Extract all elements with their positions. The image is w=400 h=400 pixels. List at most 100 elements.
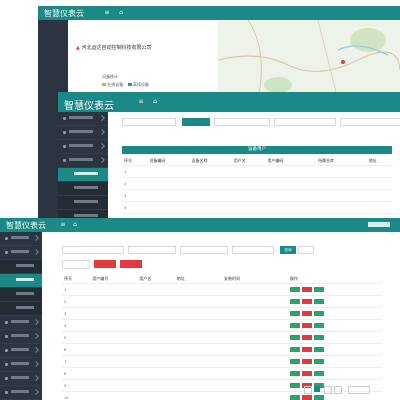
sidebar-item[interactable] bbox=[0, 330, 42, 344]
menu-toggle-icon[interactable]: ≡ bbox=[138, 98, 144, 105]
detail-button[interactable] bbox=[313, 323, 324, 328]
prev-page-button[interactable] bbox=[304, 386, 312, 394]
table-row[interactable]: 2 bbox=[62, 295, 382, 308]
sidebar-subitem[interactable] bbox=[0, 302, 42, 316]
table-cell bbox=[189, 189, 232, 202]
edit-button[interactable] bbox=[289, 323, 300, 328]
menu-toggle-icon[interactable]: ≡ bbox=[60, 221, 66, 228]
filter-input-3[interactable] bbox=[340, 118, 400, 126]
edit-button[interactable] bbox=[289, 383, 300, 388]
delete-button[interactable] bbox=[301, 347, 312, 352]
delete-button[interactable] bbox=[301, 371, 312, 376]
sidebar-item[interactable] bbox=[0, 386, 42, 400]
page-1-button[interactable] bbox=[314, 386, 320, 392]
sidebar-subitem-active[interactable] bbox=[0, 274, 42, 288]
query-button[interactable]: 查询 bbox=[280, 246, 296, 254]
edit-button[interactable] bbox=[289, 287, 300, 292]
detail-button[interactable] bbox=[313, 299, 324, 304]
filter-select[interactable] bbox=[122, 118, 176, 126]
home-icon[interactable]: ⌂ bbox=[119, 9, 123, 16]
delete-button[interactable] bbox=[301, 359, 312, 364]
table-cell bbox=[137, 331, 175, 344]
detail-button[interactable] bbox=[313, 287, 324, 292]
detail-button[interactable] bbox=[313, 395, 324, 400]
edit-button[interactable] bbox=[289, 347, 300, 352]
delete-button[interactable] bbox=[301, 323, 312, 328]
filter-input[interactable] bbox=[214, 118, 270, 126]
sidebar-subitem-active[interactable] bbox=[58, 168, 108, 182]
sidebar-item[interactable] bbox=[0, 344, 42, 358]
sidebar-item[interactable] bbox=[0, 358, 42, 372]
export-button[interactable] bbox=[120, 260, 142, 268]
edit-button[interactable] bbox=[289, 359, 300, 364]
table-cell bbox=[174, 391, 204, 400]
table-cell bbox=[212, 283, 222, 296]
filter-input[interactable] bbox=[62, 246, 124, 254]
edit-button[interactable] bbox=[289, 371, 300, 376]
table-cell bbox=[203, 331, 213, 344]
edit-button[interactable] bbox=[289, 395, 300, 400]
delete-button[interactable] bbox=[301, 335, 312, 340]
query-button[interactable] bbox=[182, 118, 210, 126]
delete-button[interactable] bbox=[301, 287, 312, 292]
add-button[interactable] bbox=[94, 260, 116, 268]
edit-button[interactable] bbox=[289, 299, 300, 304]
detail-button[interactable] bbox=[313, 359, 324, 364]
table-row[interactable]: 1 bbox=[62, 283, 382, 296]
table-row[interactable]: 4 bbox=[62, 319, 382, 332]
table-row[interactable]: 7 bbox=[62, 355, 382, 368]
delete-button[interactable] bbox=[301, 395, 312, 400]
table-row[interactable]: 8 bbox=[62, 367, 382, 380]
sidebar-subitem[interactable] bbox=[0, 260, 42, 274]
filter-input-2[interactable] bbox=[274, 118, 336, 126]
table-row[interactable]: 1 bbox=[122, 165, 392, 178]
sidebar-subitem[interactable] bbox=[58, 182, 108, 196]
page-size-select[interactable] bbox=[348, 386, 370, 394]
map-area[interactable] bbox=[218, 20, 400, 100]
menu-toggle-icon[interactable]: ≡ bbox=[104, 9, 110, 16]
table-row[interactable]: 3 bbox=[62, 307, 382, 320]
detail-button[interactable] bbox=[313, 383, 324, 388]
detail-button[interactable] bbox=[313, 347, 324, 352]
page-2-button[interactable] bbox=[324, 386, 332, 394]
table-row[interactable]: 3 bbox=[122, 189, 392, 202]
delete-button[interactable] bbox=[301, 299, 312, 304]
table-row[interactable]: 5 bbox=[62, 331, 382, 344]
edit-button[interactable] bbox=[289, 335, 300, 340]
detail-button[interactable] bbox=[313, 371, 324, 376]
delete-button[interactable] bbox=[301, 383, 312, 388]
home-icon[interactable]: ⌂ bbox=[73, 221, 77, 228]
table-row[interactable]: 6 bbox=[62, 343, 382, 356]
chevron-icon bbox=[33, 361, 39, 367]
filter-select-3[interactable] bbox=[232, 246, 274, 254]
sidebar-item[interactable] bbox=[58, 154, 108, 168]
delete-button[interactable] bbox=[301, 311, 312, 316]
sidebar-item[interactable] bbox=[0, 246, 42, 260]
search-input[interactable] bbox=[62, 260, 90, 269]
sidebar-item[interactable] bbox=[58, 140, 108, 154]
reset-button[interactable] bbox=[298, 246, 314, 254]
table-row[interactable]: 9 bbox=[62, 379, 382, 392]
table-cell bbox=[231, 201, 266, 214]
menu-icon bbox=[5, 321, 8, 324]
home-icon[interactable]: ⌂ bbox=[153, 98, 157, 105]
next-page-button[interactable] bbox=[334, 386, 342, 394]
detail-button[interactable] bbox=[313, 311, 324, 316]
sidebar-item[interactable] bbox=[58, 112, 108, 126]
filter-select-2[interactable] bbox=[180, 246, 228, 254]
sidebar-subitem[interactable] bbox=[0, 288, 42, 302]
edit-button[interactable] bbox=[289, 311, 300, 316]
sidebar-subitem[interactable] bbox=[58, 196, 108, 210]
sidebar-item[interactable] bbox=[0, 372, 42, 386]
table-cell bbox=[212, 391, 222, 400]
filter-select[interactable] bbox=[128, 246, 176, 254]
sidebar-item[interactable] bbox=[0, 232, 42, 246]
row-actions bbox=[287, 319, 382, 332]
sidebar-item[interactable] bbox=[58, 126, 108, 140]
top-header: 智慧仪表云 ≡ ⌂ bbox=[58, 92, 400, 112]
user-menu[interactable] bbox=[368, 222, 390, 227]
sidebar-item[interactable] bbox=[0, 316, 42, 330]
table-row[interactable]: 2 bbox=[122, 177, 392, 190]
detail-button[interactable] bbox=[313, 335, 324, 340]
table-row[interactable]: 4 bbox=[122, 201, 392, 214]
